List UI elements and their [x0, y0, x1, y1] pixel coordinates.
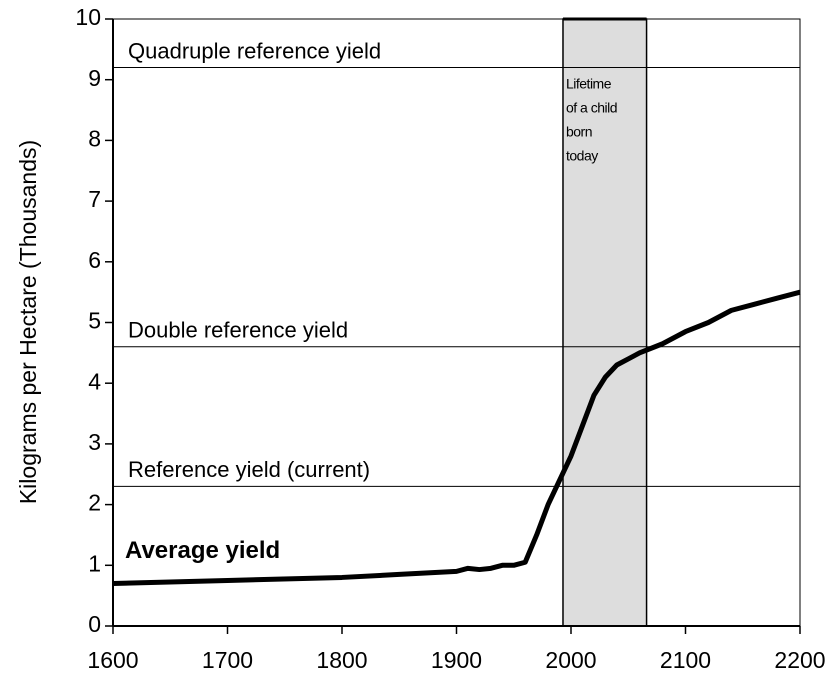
x-tick-label: 2200	[774, 647, 825, 673]
x-tick-label: 1600	[87, 647, 138, 673]
y-tick-label: 0	[88, 611, 101, 637]
y-axis-label: Kilograms per Hectare (Thousands)	[15, 140, 41, 504]
reference-label: Reference yield (current)	[128, 457, 370, 482]
y-tick-label: 4	[88, 368, 101, 394]
y-tick-label: 1	[88, 550, 101, 576]
y-tick-label: 9	[88, 65, 101, 91]
x-tick-label: 1800	[316, 647, 367, 673]
band-label: born	[566, 124, 592, 140]
y-tick-label: 2	[88, 490, 101, 516]
reference-label: Quadruple reference yield	[128, 38, 381, 63]
y-tick-label: 7	[88, 186, 101, 212]
y-tick-label: 6	[88, 247, 101, 273]
band-label: of a child	[566, 100, 617, 116]
y-tick-label: 5	[88, 308, 101, 334]
x-tick-label: 1900	[431, 647, 482, 673]
x-tick-label: 2100	[660, 647, 711, 673]
y-tick-label: 3	[88, 429, 101, 455]
x-tick-label: 2000	[545, 647, 596, 673]
shaded-band	[562, 18, 648, 627]
y-tick-label: 8	[88, 125, 101, 151]
y-tick-label: 10	[75, 4, 101, 30]
band-label: Lifetime	[566, 76, 612, 92]
reference-label: Double reference yield	[128, 318, 348, 343]
line-series	[112, 289, 801, 587]
x-tick-label: 1700	[202, 647, 253, 673]
band-label: today	[566, 148, 598, 164]
series-label: Average yield	[125, 537, 280, 564]
